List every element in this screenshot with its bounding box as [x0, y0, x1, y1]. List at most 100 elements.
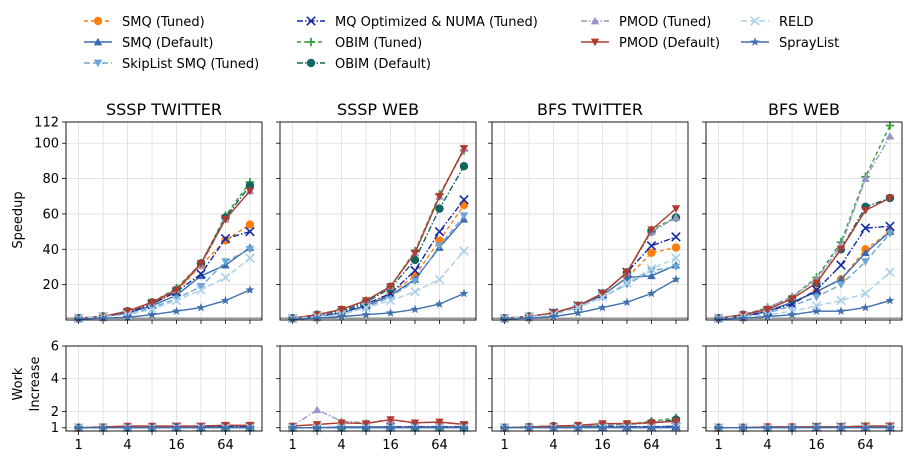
data-point	[885, 295, 895, 305]
work-increase-axis-label-line2: Increase	[28, 356, 43, 411]
data-point	[622, 297, 632, 307]
data-point	[410, 286, 420, 297]
data-point	[885, 221, 895, 232]
speedup-tick-label: 112	[34, 116, 59, 131]
work-tick-label: 2	[51, 405, 59, 420]
data-point	[74, 314, 84, 323]
work-tick-label: 6	[51, 340, 59, 355]
data-point	[861, 248, 870, 257]
data-point	[646, 240, 657, 251]
data-point	[98, 422, 108, 432]
series-pmod-default	[714, 194, 895, 323]
series-reld	[499, 253, 681, 323]
legend-label: SMQ (Tuned)	[122, 15, 205, 30]
data-point	[147, 422, 157, 432]
data-point	[646, 263, 657, 274]
legend-marker	[306, 37, 316, 47]
data-point	[787, 422, 797, 432]
data-point	[812, 293, 821, 302]
data-point	[288, 422, 298, 432]
legend: SMQ (Tuned) SMQ (Default) SkipList SMQ (Tu…	[84, 15, 839, 72]
data-point	[434, 226, 445, 237]
data-point	[524, 313, 534, 323]
data-point	[361, 297, 371, 305]
series-spraylist	[288, 422, 469, 432]
data-point	[647, 271, 656, 280]
series-line	[718, 271, 891, 319]
data-point	[361, 302, 371, 313]
x-tick-label: 4	[549, 438, 557, 453]
series-line	[292, 148, 465, 319]
panel-bfs-twitter: BFS TWITTER 1 4 16 64	[488, 100, 689, 453]
data-point	[861, 258, 870, 266]
data-point	[386, 416, 395, 424]
plot-frame	[705, 345, 903, 432]
x-tick-label: 64	[217, 438, 234, 453]
plot-frame	[65, 345, 263, 432]
panel-bfs-web: BFS WEB 1 4 16 64	[702, 100, 903, 453]
x-tick-label: 16	[382, 438, 399, 453]
data-point	[811, 285, 822, 295]
data-point	[671, 253, 681, 263]
data-point	[622, 422, 632, 432]
legend-item-spraylist: SprayList	[741, 36, 839, 51]
data-point	[245, 253, 255, 263]
legend-label: OBIM (Default)	[335, 57, 431, 72]
series-line	[292, 250, 465, 319]
data-point	[647, 267, 656, 275]
data-point	[836, 260, 846, 270]
legend-label: PMOD (Default)	[619, 36, 720, 51]
data-point	[336, 422, 347, 432]
legend-marker	[306, 58, 316, 68]
data-point	[573, 302, 583, 313]
speedup-plot	[488, 121, 689, 324]
data-point	[836, 245, 846, 254]
data-point	[573, 308, 583, 317]
x-tick-label: 1	[714, 438, 722, 453]
data-point	[646, 422, 657, 432]
data-point	[671, 232, 681, 242]
data-point	[410, 304, 420, 314]
plot-frame	[65, 121, 263, 321]
data-point	[435, 204, 444, 213]
work-increase-plot: 1 4 16 64	[276, 345, 477, 453]
series-line	[504, 420, 677, 429]
speedup-tick-label: 40	[42, 243, 59, 258]
work-tick-label: 1	[51, 421, 59, 436]
data-point	[220, 233, 231, 244]
series-spraylist	[500, 274, 681, 323]
data-point	[860, 288, 871, 299]
work-increase-plot: 1 4 16 64	[702, 345, 903, 453]
data-point	[811, 301, 822, 311]
plot-background	[492, 122, 688, 320]
plot-background	[280, 122, 476, 320]
data-point	[738, 422, 748, 432]
speedup-plot	[276, 121, 477, 324]
x-tick-label: 64	[431, 438, 448, 453]
plot-frame	[491, 121, 689, 321]
data-point	[885, 131, 895, 140]
legend-label: RELD	[779, 15, 814, 30]
x-tick-label: 4	[763, 438, 771, 453]
data-point	[171, 306, 182, 316]
data-point	[220, 295, 231, 305]
data-point	[861, 174, 870, 182]
plot-background	[66, 346, 262, 431]
speedup-tick-label: 20	[42, 278, 59, 293]
x-tick-label: 64	[643, 438, 660, 453]
legend-marker	[306, 16, 316, 26]
data-point	[812, 287, 821, 296]
data-point	[459, 145, 469, 153]
series-spraylist	[714, 295, 895, 323]
legend-marker	[750, 37, 760, 46]
x-tick-label: 16	[808, 438, 825, 453]
data-point	[410, 249, 420, 258]
data-point	[221, 215, 230, 224]
speedup-tick-label: 100	[34, 137, 59, 152]
data-point	[787, 295, 797, 303]
legend-marker	[93, 37, 103, 46]
